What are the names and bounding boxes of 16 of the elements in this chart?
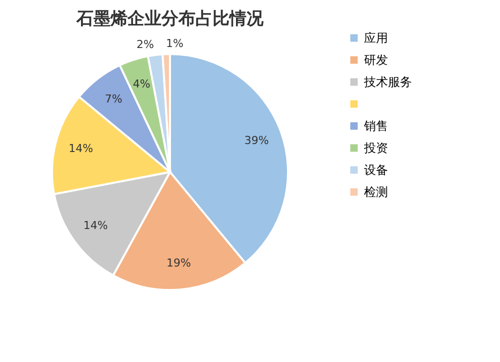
data-label: 39% (244, 134, 269, 147)
data-label: 4% (132, 77, 150, 90)
legend-label: 研发 (364, 53, 388, 67)
chart-title: 石墨烯企业分布占比情况 (76, 9, 264, 29)
data-label: 14% (68, 142, 94, 156)
data-label: 2% (136, 38, 154, 52)
legend-label: 设备 (364, 163, 388, 177)
legend-label: 技术服务 (363, 75, 412, 89)
legend-label: 投资 (363, 141, 388, 155)
legend-label: 应用 (364, 31, 388, 45)
legend-label: 销售 (363, 119, 388, 133)
data-label: 7% (104, 92, 122, 106)
data-label: 19% (166, 256, 191, 270)
data-label: 1% (166, 37, 184, 50)
data-label: 14% (83, 219, 108, 232)
legend-label: 检测 (364, 185, 388, 199)
